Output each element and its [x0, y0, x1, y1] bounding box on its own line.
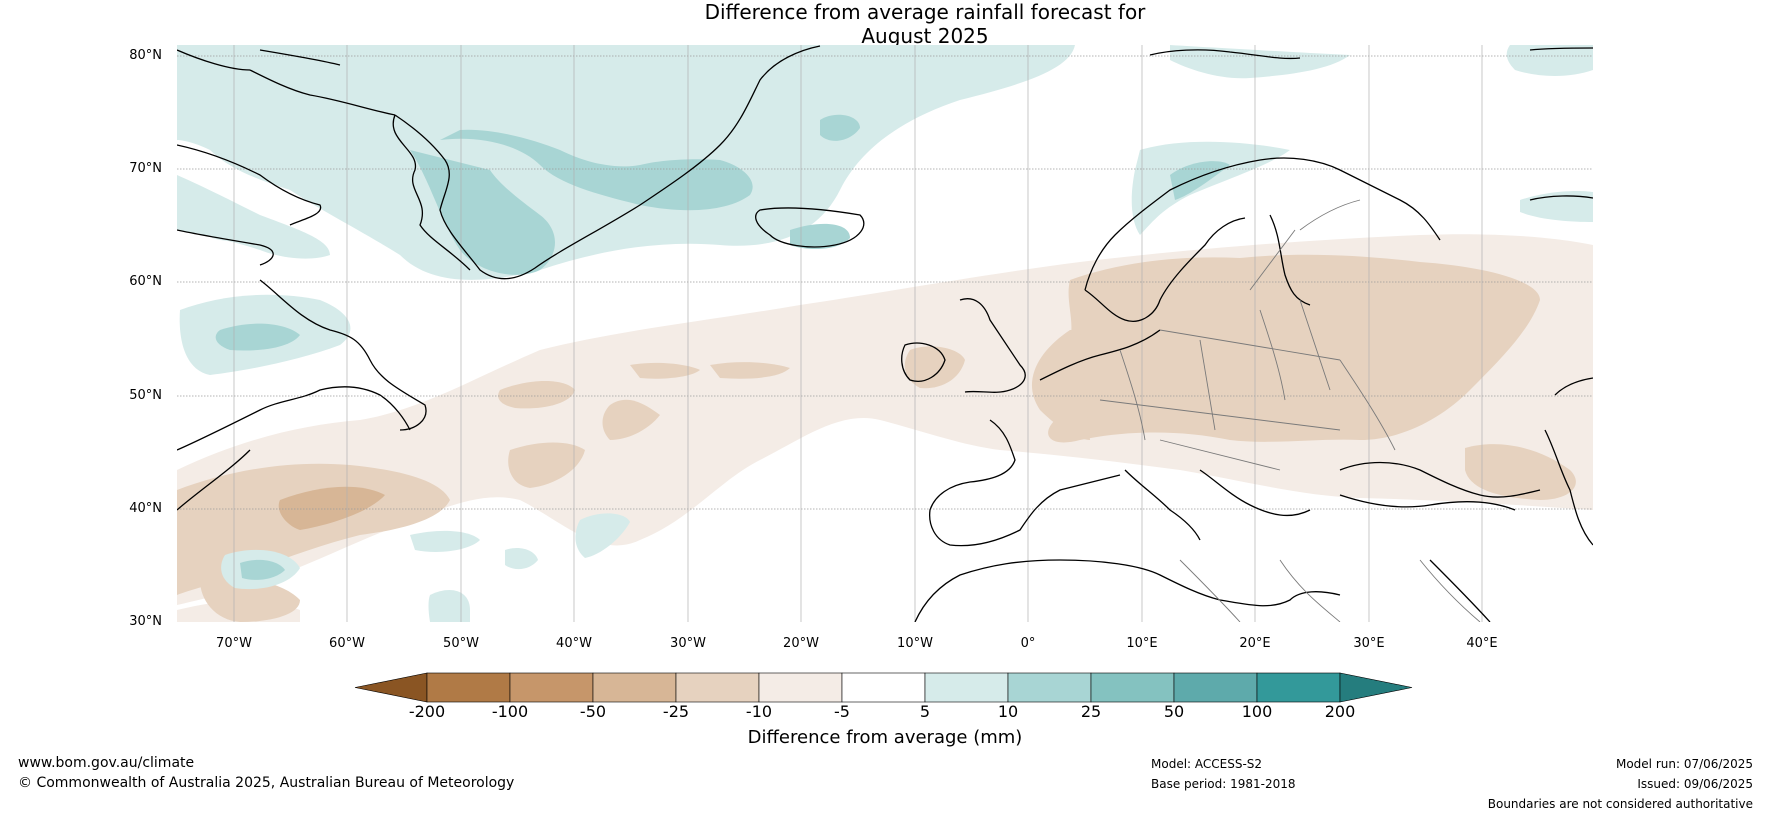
lon-label-10w: 10°W: [897, 636, 933, 651]
colorbar-arrow-high: [1339, 672, 1413, 703]
lon-label-20w: 20°W: [783, 636, 819, 651]
website-link[interactable]: www.bom.gov.au/climate: [18, 755, 195, 771]
colorbar-tick-label: 50: [1163, 702, 1185, 721]
coastlines: [177, 45, 1593, 622]
lat-label-40n: 40°N: [129, 501, 162, 516]
lat-label-30n: 30°N: [129, 614, 162, 629]
colorbar-label: Difference from average (mm): [747, 727, 1023, 748]
lat-label-70n: 70°N: [129, 161, 162, 176]
colorbar-tick-label: -10: [745, 702, 773, 721]
map-title: Difference from average rainfall forecas…: [0, 0, 1770, 48]
lon-label-60w: 60°W: [329, 636, 365, 651]
model-run-date: Model run: 07/06/2025: [1615, 757, 1753, 771]
colorbar-arrow-low: [354, 672, 428, 703]
colorbar-swatch: [1007, 672, 1092, 703]
lon-label-30w: 30°W: [670, 636, 706, 651]
lat-label-60n: 60°N: [129, 274, 162, 289]
model-name: Model: ACCESS-S2: [1151, 757, 1263, 771]
colorbar-tick-label: 5: [919, 702, 931, 721]
copyright-text: © Commonwealth of Australia 2025, Austra…: [18, 775, 515, 791]
lon-label-0: 0°: [1020, 636, 1036, 651]
issued-date: Issued: 09/06/2025: [1637, 777, 1753, 791]
lon-label-70w: 70°W: [216, 636, 252, 651]
colorbar-tick-label: 10: [997, 702, 1019, 721]
colorbar-tick-label: 100: [1241, 702, 1273, 721]
colorbar-swatch: [509, 672, 594, 703]
lat-label-50n: 50°N: [129, 388, 162, 403]
colorbar-swatch: [1090, 672, 1175, 703]
colorbar-tick-label: -100: [491, 702, 529, 721]
colorbar-swatch: [1256, 672, 1341, 703]
colorbar-tick-label: 25: [1080, 702, 1102, 721]
colorbar-swatch: [841, 672, 926, 703]
meridians: [233, 45, 1483, 622]
gridlines: [177, 55, 1593, 510]
colorbar-tick-label: 200: [1324, 702, 1356, 721]
lon-label-40w: 40°W: [556, 636, 592, 651]
lon-label-40e: 40°E: [1466, 636, 1498, 651]
title-line-1: Difference from average rainfall forecas…: [704, 0, 1146, 24]
wet-anomaly-areas: [177, 45, 1593, 622]
colorbar-swatch: [426, 672, 511, 703]
base-period: Base period: 1981-2018: [1151, 777, 1296, 791]
rainfall-anomaly-map: [177, 45, 1593, 622]
lon-label-10e: 10°E: [1126, 636, 1158, 651]
colorbar-tick-label: -5: [834, 702, 850, 721]
title-line-2: August 2025: [861, 24, 989, 48]
country-borders: [1099, 199, 1481, 622]
lon-label-20e: 20°E: [1239, 636, 1271, 651]
colorbar-swatch: [675, 672, 760, 703]
colorbar-tick-label: -50: [579, 702, 607, 721]
lon-label-30e: 30°E: [1353, 636, 1385, 651]
colorbar-swatch: [1173, 672, 1258, 703]
colorbar-swatch: [592, 672, 677, 703]
colorbar-tick-label: -25: [662, 702, 690, 721]
colorbar-swatch: [924, 672, 1009, 703]
colorbar-swatch: [758, 672, 843, 703]
boundaries-disclaimer: Boundaries are not considered authoritat…: [1487, 797, 1753, 811]
lon-label-50w: 50°W: [443, 636, 479, 651]
lat-label-80n: 80°N: [129, 48, 162, 63]
colorbar-tick-label: -200: [408, 702, 446, 721]
